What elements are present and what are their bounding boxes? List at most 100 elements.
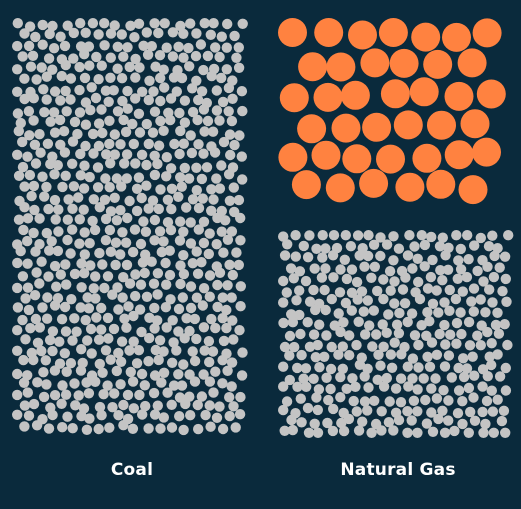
- small-particle: [343, 413, 355, 425]
- small-particle: [23, 106, 35, 117]
- small-particle: [134, 62, 145, 73]
- small-particle: [22, 235, 33, 247]
- small-particle: [49, 169, 60, 180]
- small-particle: [198, 237, 210, 249]
- small-particle: [162, 217, 174, 228]
- small-particle: [453, 362, 464, 374]
- small-particle: [431, 393, 443, 404]
- small-particle: [372, 285, 383, 297]
- small-particle: [160, 302, 172, 313]
- small-particle: [482, 326, 493, 338]
- small-particle: [477, 381, 488, 392]
- small-particle: [463, 427, 474, 438]
- small-particle: [130, 93, 141, 104]
- small-particle: [412, 253, 423, 264]
- small-particle: [287, 317, 299, 328]
- small-particle: [48, 43, 60, 54]
- small-particle: [193, 423, 204, 435]
- small-particle: [475, 340, 486, 351]
- small-particle: [173, 326, 184, 337]
- small-particle: [302, 317, 313, 328]
- small-particle: [191, 246, 202, 257]
- small-particle: [204, 356, 215, 368]
- small-particle: [171, 86, 182, 97]
- small-particle: [149, 214, 161, 226]
- small-particle: [65, 94, 76, 105]
- small-particle: [104, 138, 115, 150]
- small-particle: [278, 361, 289, 372]
- small-particle: [76, 282, 87, 293]
- small-particle: [62, 234, 73, 246]
- small-particle: [185, 238, 197, 249]
- small-particle: [116, 29, 128, 40]
- small-particle: [31, 74, 42, 85]
- small-particle: [149, 150, 160, 161]
- small-particle: [181, 313, 192, 324]
- small-particle: [32, 377, 43, 388]
- small-particle: [210, 42, 221, 53]
- small-particle: [67, 224, 78, 235]
- small-particle: [335, 326, 346, 338]
- small-particle: [111, 215, 123, 226]
- small-particle: [17, 51, 28, 62]
- small-particle: [426, 337, 438, 348]
- large-particle: [444, 81, 474, 111]
- small-particle: [112, 282, 123, 293]
- small-particle: [173, 369, 184, 380]
- small-particle: [153, 354, 164, 366]
- small-particle: [413, 362, 424, 373]
- small-particle: [375, 360, 386, 371]
- small-particle: [198, 283, 210, 294]
- small-particle: [68, 53, 79, 64]
- small-particle: [347, 373, 358, 384]
- small-particle: [155, 184, 166, 195]
- small-particle: [17, 314, 28, 326]
- small-particle: [311, 243, 322, 254]
- small-particle: [192, 399, 203, 411]
- small-particle: [312, 339, 323, 351]
- small-particle: [414, 293, 426, 305]
- small-particle: [50, 214, 61, 225]
- small-particle: [118, 399, 129, 411]
- small-particle: [302, 252, 314, 263]
- small-particle: [416, 320, 427, 331]
- small-particle: [161, 279, 172, 290]
- small-particle: [443, 350, 455, 361]
- small-particle: [214, 401, 225, 412]
- small-particle: [78, 204, 89, 215]
- small-particle: [443, 395, 454, 406]
- small-particle: [92, 182, 104, 193]
- small-particle: [487, 406, 499, 417]
- small-particle: [196, 391, 208, 402]
- small-particle: [128, 310, 139, 322]
- small-particle: [78, 183, 90, 194]
- small-particle: [105, 52, 117, 63]
- small-particle: [224, 259, 235, 270]
- small-particle: [61, 366, 72, 377]
- small-particle: [42, 292, 53, 303]
- small-particle: [321, 372, 332, 383]
- small-particle: [85, 323, 97, 335]
- small-particle: [322, 417, 333, 429]
- small-particle: [102, 271, 114, 282]
- small-particle: [23, 304, 35, 316]
- small-particle: [178, 52, 189, 63]
- small-particle: [381, 372, 392, 384]
- small-particle: [28, 354, 39, 366]
- small-particle: [75, 41, 87, 52]
- small-particle: [23, 40, 35, 52]
- small-particle: [47, 20, 58, 32]
- small-particle: [220, 215, 231, 226]
- small-particle: [36, 256, 47, 267]
- small-particle: [366, 427, 377, 438]
- small-particle: [486, 338, 497, 349]
- small-particle: [455, 243, 466, 255]
- small-particle: [24, 21, 36, 32]
- large-particle: [444, 140, 474, 170]
- small-particle: [430, 373, 441, 384]
- small-particle: [235, 235, 246, 246]
- small-particle: [185, 130, 196, 141]
- small-particle: [458, 371, 470, 383]
- small-particle: [130, 290, 141, 302]
- small-particle: [30, 313, 42, 325]
